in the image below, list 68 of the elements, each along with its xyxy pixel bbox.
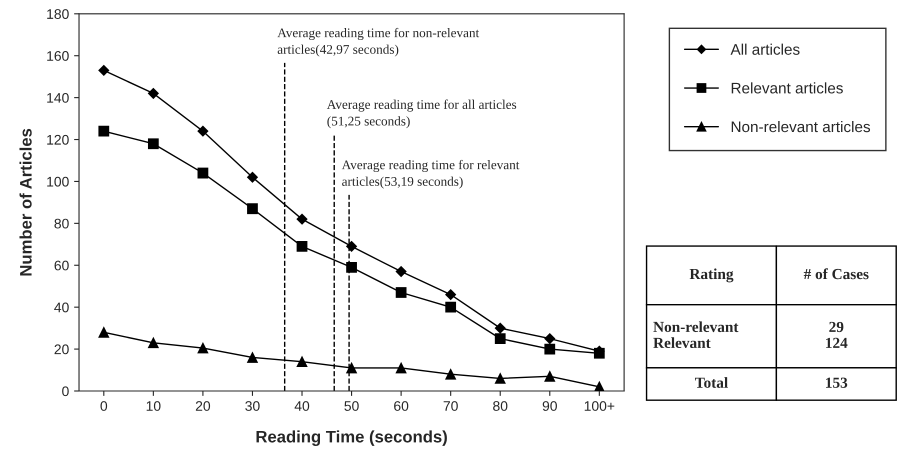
point (296, 356, 308, 368)
point (396, 266, 407, 277)
text: 124 (826, 338, 848, 348)
ref-line-label: Average reading time for non-relevant articles(42,97 seconds) (277, 28, 480, 57)
point (296, 241, 308, 252)
point (494, 333, 506, 344)
point (544, 333, 556, 344)
ref-line-label: Average reading time for relevant articles(53,19 seconds) (342, 160, 520, 189)
x-axis-title: Reading Time (seconds) (256, 430, 447, 446)
y-tick-label: 160 (47, 51, 69, 61)
y-tick-label: 140 (47, 92, 69, 103)
text: # of Cases (804, 268, 869, 280)
point (148, 337, 159, 348)
point (346, 362, 357, 374)
x-tick-label: 80 (493, 401, 508, 411)
x-tick-label: 50 (344, 401, 359, 411)
point (396, 362, 406, 374)
x-tick-label: 70 (444, 401, 458, 411)
text: 29 (829, 322, 844, 332)
y-tick-label: 40 (54, 302, 69, 312)
legend-label: Non-relevant articles (732, 120, 870, 132)
x-tick-label: 10 (146, 401, 161, 411)
point (445, 289, 456, 300)
point (247, 172, 258, 183)
point (198, 342, 208, 354)
point (594, 381, 605, 391)
y-tick-label: 60 (54, 260, 69, 270)
point (494, 322, 506, 334)
y-tick-label: 20 (54, 344, 69, 354)
x-tick-label: 90 (542, 401, 557, 411)
y-tick-label: 80 (54, 218, 69, 229)
point (247, 203, 258, 214)
x-tick-label: 20 (196, 401, 210, 411)
x-tick-label: 40 (294, 401, 310, 411)
text: Rating (690, 268, 734, 282)
point (445, 368, 456, 380)
point (494, 373, 506, 384)
y-tick-label: 100 (47, 176, 69, 187)
point (198, 168, 208, 178)
legend-label: Relevant articles (732, 82, 843, 94)
x-tick-label: 60 (394, 401, 408, 411)
point (544, 344, 556, 354)
point (98, 326, 110, 338)
point (544, 370, 556, 382)
text: Total (695, 377, 728, 388)
point (98, 126, 110, 137)
point (148, 138, 159, 150)
point (346, 240, 357, 252)
text: Relevant (653, 337, 711, 348)
point (98, 64, 110, 76)
ref-line-label: Average reading time for all articles (51,25 seconds) (326, 100, 516, 128)
point (296, 214, 308, 225)
y-axis-title: Number of Articles (19, 128, 32, 276)
point (197, 126, 208, 137)
y-tick-label: 180 (47, 9, 69, 19)
text: 153 (826, 378, 848, 388)
x-tick-label: 100+ (584, 401, 614, 411)
legend-label: All articles (730, 44, 800, 55)
point (247, 352, 258, 363)
x-tick-label: 30 (245, 401, 260, 411)
point (396, 287, 406, 298)
x-tick-label: 0 (100, 401, 108, 411)
point (148, 88, 159, 99)
point (346, 262, 357, 273)
point (445, 302, 456, 313)
y-tick-label: 0 (62, 386, 69, 396)
y-tick-label: 120 (47, 134, 69, 145)
text: Non-relevant (653, 321, 738, 332)
